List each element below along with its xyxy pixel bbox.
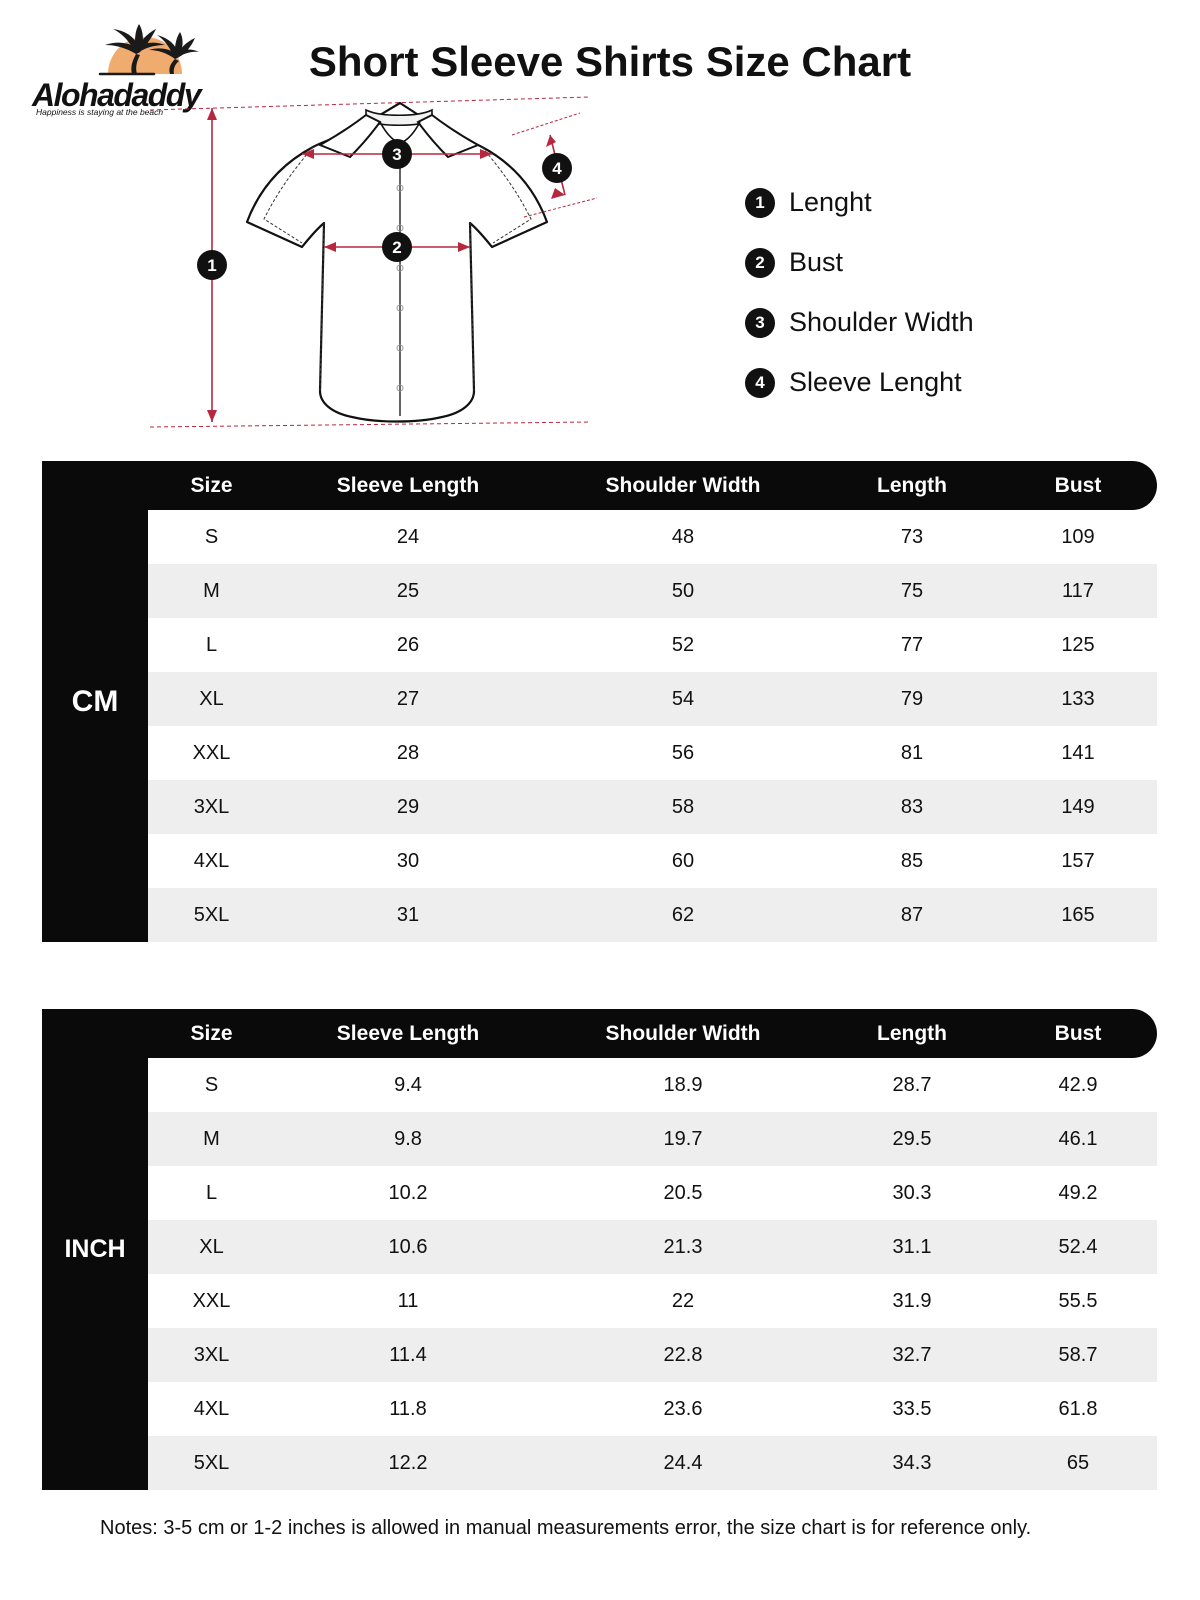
svg-text:2: 2	[392, 238, 401, 257]
svg-text:3: 3	[392, 145, 401, 164]
svg-text:4: 4	[552, 159, 562, 178]
svg-text:1: 1	[207, 256, 216, 275]
